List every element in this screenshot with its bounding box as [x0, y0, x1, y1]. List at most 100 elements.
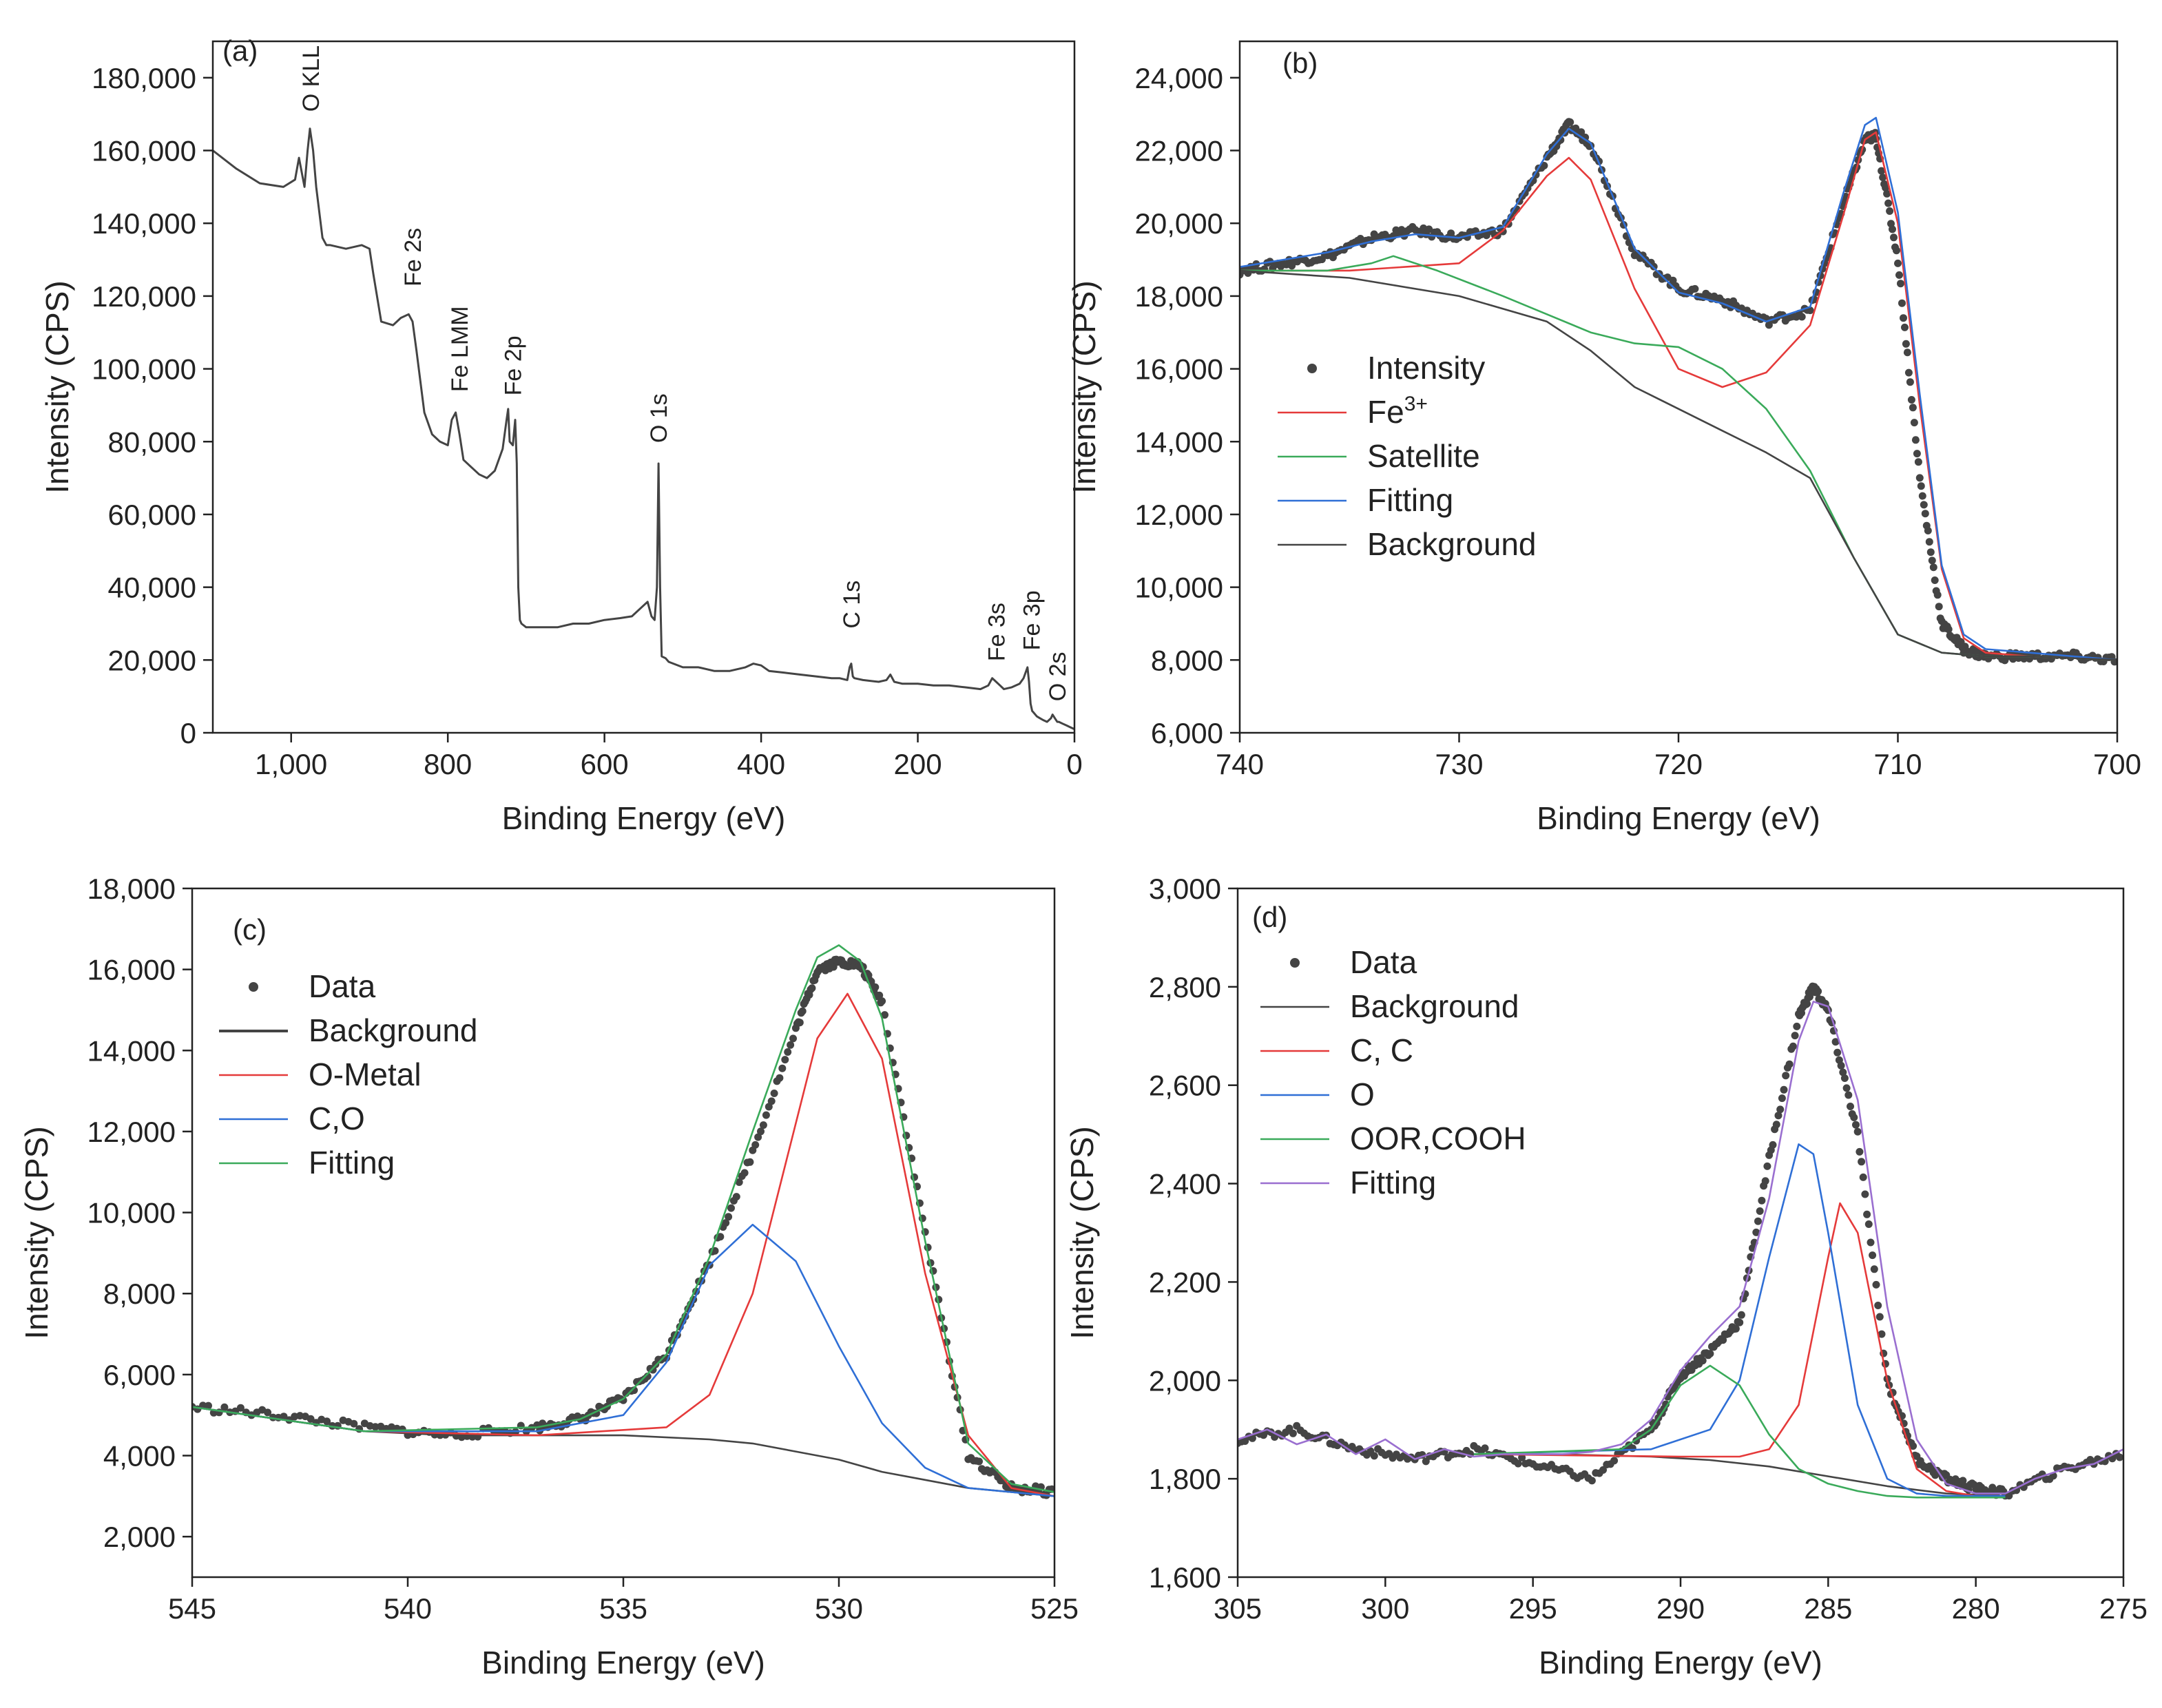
- data-point: [1557, 136, 1565, 144]
- data-point: [1844, 1091, 1853, 1099]
- data-point: [1870, 1265, 1878, 1273]
- data-point: [1900, 314, 1907, 322]
- x-tick-label: 720: [1654, 748, 1703, 780]
- data-point: [1803, 1000, 1811, 1008]
- data-point: [1732, 1324, 1740, 1333]
- legend-superscript: 3+: [1404, 393, 1428, 415]
- chart-panel-a: 1,000 800 600 400 200 0 0 20,000 40,000 60,000 80,…: [39, 34, 1083, 836]
- legend: Data Background C, C O OOR,COOH Fitting: [1260, 944, 1526, 1200]
- y-tick-label: 180,000: [92, 62, 196, 94]
- x-tick-label: 525: [1030, 1592, 1079, 1625]
- y-tick-label: 12,000: [1135, 499, 1223, 531]
- data-point: [1778, 1094, 1786, 1103]
- data-point: [1933, 591, 1942, 599]
- data-point: [1924, 527, 1932, 534]
- data-point: [306, 1415, 315, 1423]
- data-point: [722, 1219, 730, 1227]
- data-point: [881, 1011, 888, 1019]
- legend-label: Fitting: [1350, 1165, 1436, 1200]
- y-tick-label: 22,000: [1135, 135, 1223, 167]
- plot-frame: [211, 40, 1076, 734]
- data-point: [1856, 1147, 1864, 1156]
- data-point: [1935, 603, 1943, 611]
- data-point: [1425, 225, 1433, 233]
- data-point: [1863, 1210, 1871, 1218]
- series-fitting-line: [1238, 1001, 2123, 1494]
- data-point: [1481, 1444, 1489, 1452]
- y-tick-label: 14,000: [1135, 426, 1223, 458]
- series-fe-3--line: [1240, 131, 2117, 661]
- data-point: [975, 1457, 983, 1466]
- series-c-c-line: [1473, 1202, 2006, 1497]
- series-survey-line: [213, 127, 1074, 731]
- legend-marker: [249, 982, 258, 992]
- y-tick-label: 2,600: [1149, 1070, 1221, 1102]
- x-tick-label: 275: [2099, 1592, 2148, 1625]
- data-point: [1719, 1336, 1727, 1344]
- data-point: [1789, 1042, 1797, 1050]
- data-point: [1785, 1060, 1794, 1068]
- data-point: [1861, 1190, 1869, 1198]
- data-point: [1918, 492, 1926, 500]
- data-point: [1737, 1311, 1745, 1319]
- data-point: [1628, 1444, 1636, 1452]
- legend-label: Background: [309, 1012, 478, 1048]
- data-point: [740, 1169, 749, 1177]
- x-tick-label: 200: [894, 748, 942, 780]
- data-point: [1599, 1466, 1607, 1474]
- legend-label: Intensity: [1367, 350, 1485, 386]
- x-tick-label: 285: [1804, 1592, 1852, 1625]
- data-point: [759, 1121, 767, 1129]
- data-point: [1928, 556, 1936, 565]
- data-point: [781, 1056, 789, 1064]
- y-tick-label: 12,000: [87, 1116, 176, 1148]
- x-axis-title: Binding Energy (eV): [502, 800, 786, 836]
- x-tick-label: 295: [1509, 1592, 1557, 1625]
- legend-label: Data: [309, 968, 376, 1004]
- plot-frame: [1238, 40, 2119, 734]
- y-tick-label: 1,800: [1149, 1463, 1221, 1495]
- y-tick-label: 18,000: [1135, 280, 1223, 313]
- x-tick-label: 545: [168, 1592, 216, 1625]
- data-point: [1839, 1068, 1847, 1076]
- data-point: [1902, 340, 1910, 348]
- data-point: [1913, 450, 1921, 458]
- series-c-o-line: [192, 1223, 1054, 1497]
- data-point: [1540, 162, 1548, 169]
- data-point: [770, 1090, 778, 1097]
- data-point: [1852, 1121, 1860, 1129]
- data-point: [1650, 262, 1658, 271]
- legend-label: C,O: [309, 1101, 365, 1136]
- y-tick-label: 2,400: [1149, 1168, 1221, 1200]
- data-point: [1662, 1400, 1670, 1408]
- data-point: [1926, 548, 1935, 556]
- peak-annotation: Fe 3p: [1019, 590, 1045, 650]
- x-tick-label: 0: [1066, 748, 1082, 780]
- data-point: [1903, 348, 1911, 357]
- data-point: [1890, 233, 1898, 242]
- y-tick-label: 18,000: [87, 873, 176, 905]
- panel-label: (b): [1282, 47, 1318, 79]
- series-background-line: [1240, 269, 2117, 661]
- y-tick-label: 100,000: [92, 353, 196, 386]
- data-point: [1514, 1459, 1522, 1468]
- data-point: [796, 1019, 804, 1027]
- legend-label: Fitting: [1367, 482, 1453, 518]
- y-tick-label: 140,000: [92, 207, 196, 240]
- data-point: [798, 1007, 807, 1015]
- series-fitting-line: [1240, 116, 2117, 661]
- data-point: [1897, 280, 1904, 288]
- series-intensity: [1240, 118, 2117, 666]
- y-tick-label: 1,600: [1149, 1561, 1221, 1594]
- y-tick-label: 0: [180, 717, 196, 749]
- series-o-line: [1473, 1143, 2006, 1497]
- data-point: [2116, 1453, 2123, 1461]
- data-point: [1859, 1173, 1867, 1181]
- x-tick-label: 600: [581, 748, 629, 780]
- data-point: [1898, 299, 1906, 307]
- plot-area: [213, 127, 1074, 731]
- data-point: [1780, 1085, 1788, 1094]
- data-point: [643, 1373, 652, 1380]
- data-point: [1588, 1477, 1596, 1485]
